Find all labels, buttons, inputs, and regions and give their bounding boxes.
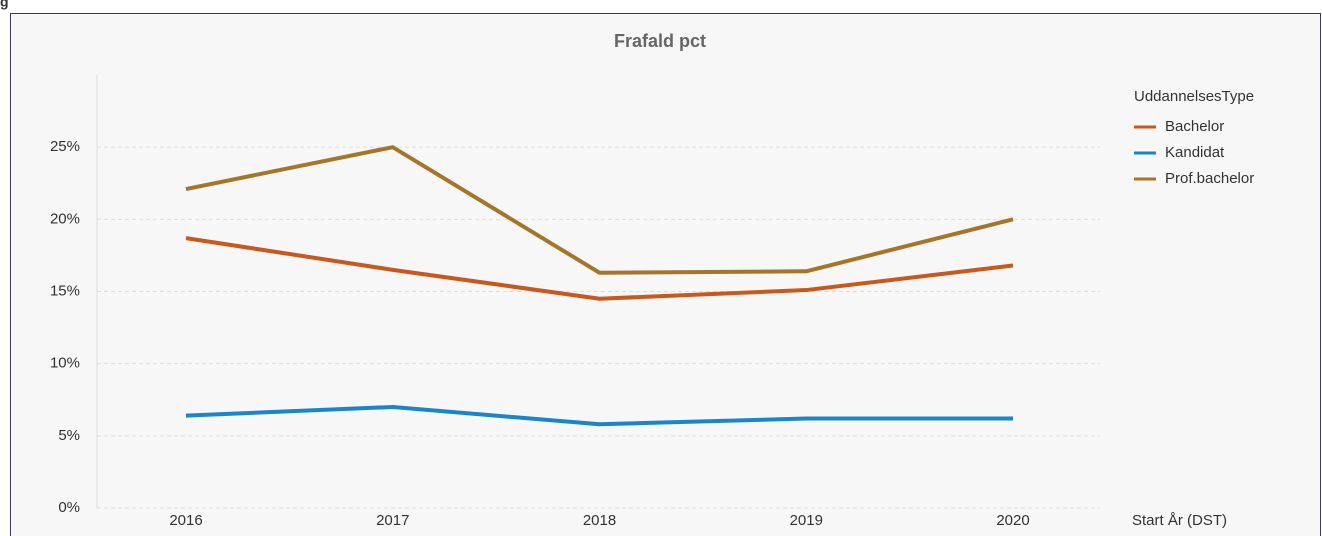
x-tick-label: 2017: [376, 512, 409, 529]
y-tick-label: 25%: [50, 138, 80, 155]
page-label: g: [0, 0, 9, 10]
legend-label: Prof.bachelor: [1165, 170, 1254, 187]
line: [185, 145, 1014, 275]
legend-title: UddannelsesType: [1134, 88, 1254, 105]
x-tick-label: 2020: [996, 512, 1029, 529]
line: [185, 236, 1014, 301]
chart-title: Frafald pct: [614, 31, 706, 51]
y-tick-label: 20%: [50, 210, 80, 227]
x-tick-label: 2019: [790, 512, 823, 529]
legend-label: Kandidat: [1165, 144, 1225, 161]
y-tick-label: 0%: [58, 499, 80, 516]
x-tick-label: 2016: [169, 512, 202, 529]
legend-label: Bachelor: [1165, 118, 1224, 135]
y-tick-label: 10%: [50, 355, 80, 372]
panel: [10, 13, 1321, 536]
y-tick-label: 15%: [50, 282, 80, 299]
x-axis-label: Start År (DST): [1132, 512, 1227, 529]
y-tick-label: 5%: [58, 427, 80, 444]
line: [185, 404, 1013, 427]
x-tick-label: 2018: [583, 512, 616, 529]
